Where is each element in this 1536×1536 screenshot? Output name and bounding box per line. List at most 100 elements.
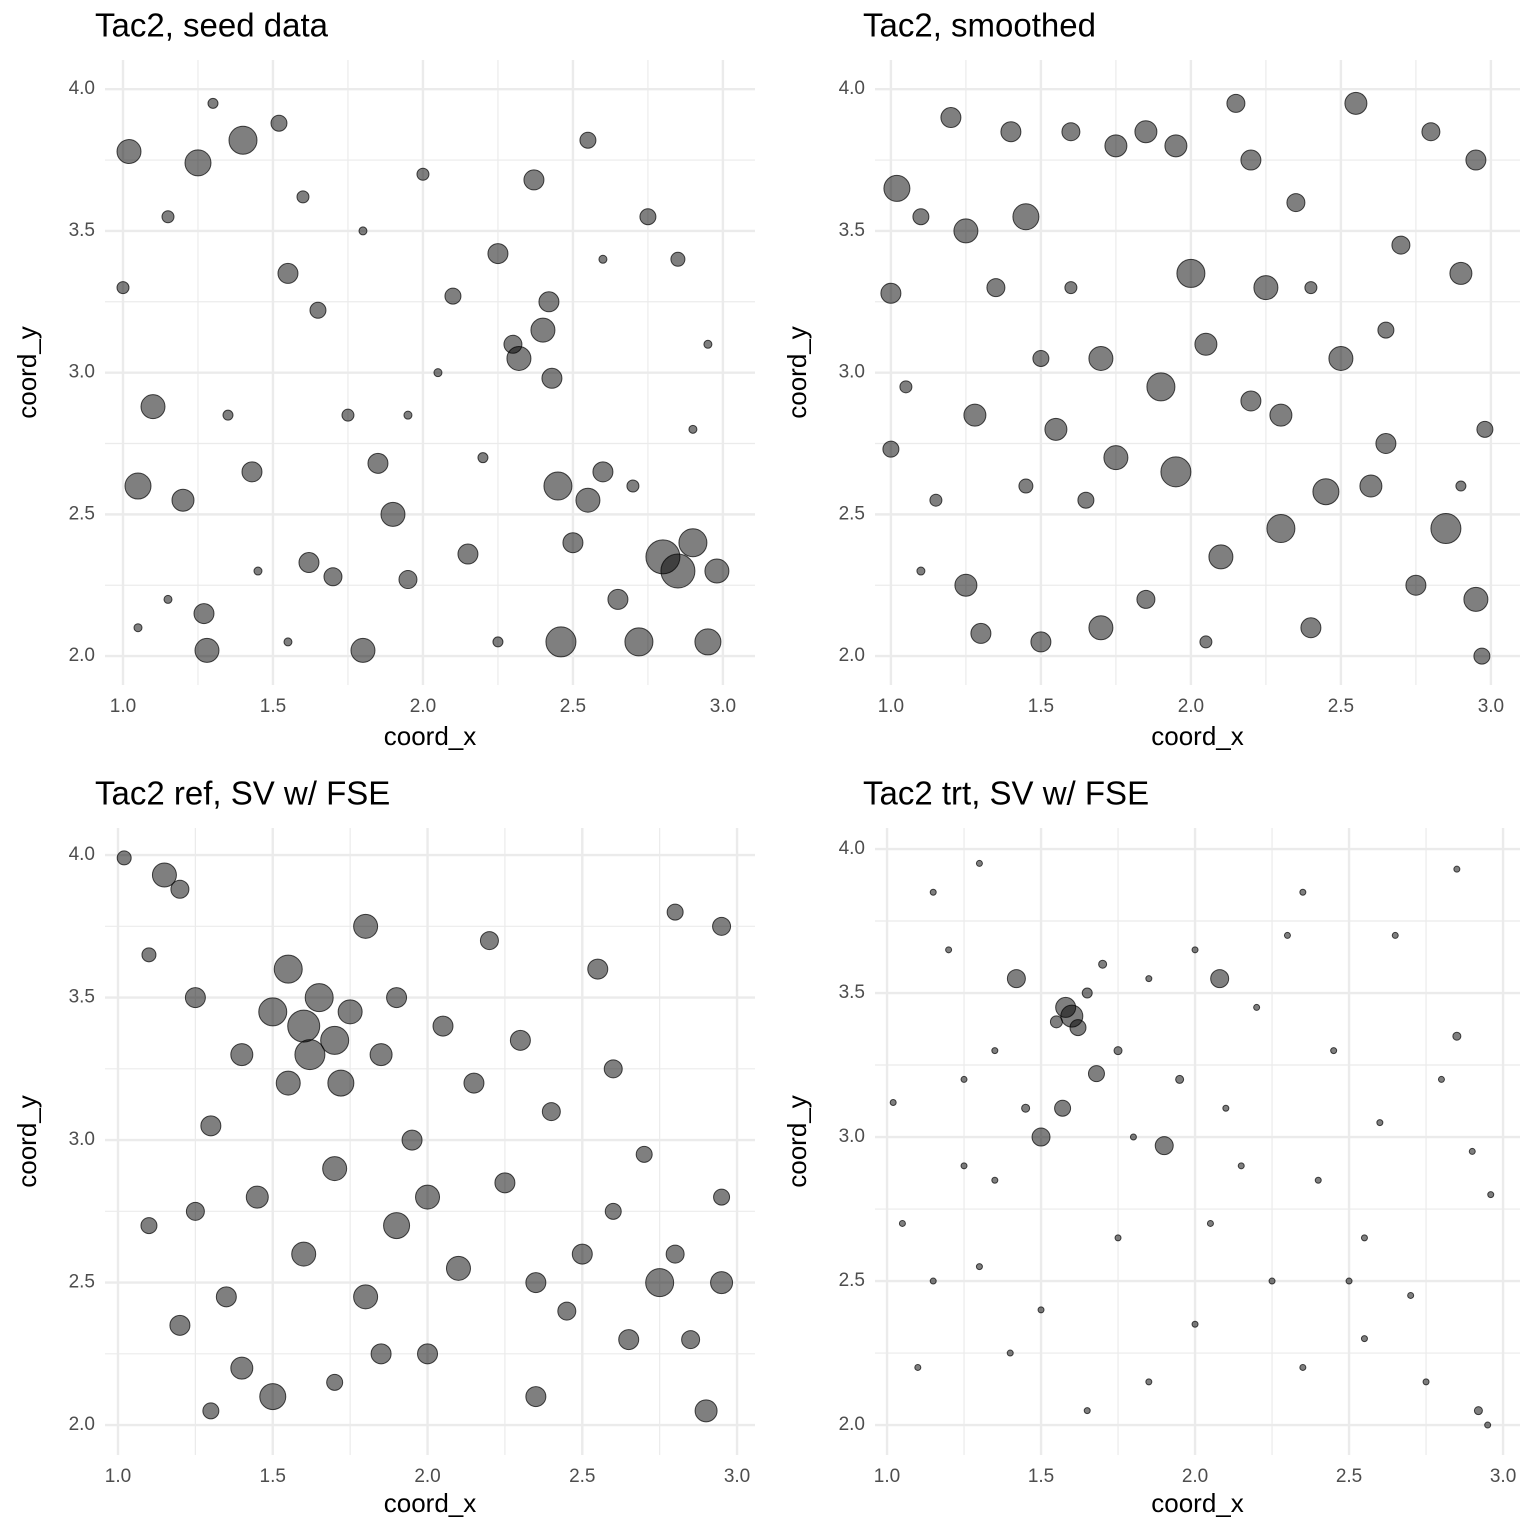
point xyxy=(916,566,926,576)
point xyxy=(1360,1335,1368,1343)
point xyxy=(116,281,130,295)
point xyxy=(571,1243,593,1265)
point xyxy=(1330,1047,1338,1055)
point xyxy=(171,488,195,512)
point xyxy=(1044,417,1068,441)
y-tick-label: 3.5 xyxy=(69,220,95,241)
point xyxy=(477,452,489,464)
point xyxy=(294,1039,326,1071)
point xyxy=(882,440,900,458)
point xyxy=(309,301,327,319)
chart-title: Tac2, smoothed xyxy=(863,7,1096,44)
point xyxy=(1226,93,1246,113)
panel: 1.0 1.5 2.0 2.5 3.0 2.0 2.5 3.0 3.5 4.0 Tac2, seed… xyxy=(12,7,755,751)
y-tick-label: 2.5 xyxy=(69,503,95,524)
point xyxy=(416,167,430,181)
point xyxy=(1083,1407,1091,1415)
point xyxy=(703,339,713,349)
point xyxy=(1006,1349,1014,1357)
x-tick-label: 2.0 xyxy=(414,1466,440,1487)
point xyxy=(626,479,640,493)
chart-title: Tac2 ref, SV w/ FSE xyxy=(95,775,390,812)
point xyxy=(116,850,132,866)
y-tick-label: 3.0 xyxy=(839,362,865,383)
point xyxy=(487,243,509,265)
y-tick-label: 4.0 xyxy=(839,838,865,859)
point xyxy=(494,1172,516,1194)
point xyxy=(202,1402,220,1420)
point xyxy=(1328,345,1354,371)
point xyxy=(1021,1103,1031,1113)
point xyxy=(1455,480,1467,492)
point xyxy=(1103,445,1129,471)
point xyxy=(665,1244,685,1264)
point xyxy=(298,552,320,574)
point xyxy=(287,1009,321,1043)
point xyxy=(1237,1162,1245,1170)
point xyxy=(401,1129,423,1151)
point xyxy=(1266,514,1296,544)
point xyxy=(1175,1074,1185,1084)
point xyxy=(1088,345,1114,371)
point xyxy=(912,208,930,226)
point xyxy=(445,1255,471,1281)
point xyxy=(545,626,577,658)
point xyxy=(1077,491,1095,509)
point xyxy=(986,278,1006,298)
point xyxy=(1473,647,1491,665)
point xyxy=(1476,420,1494,438)
point xyxy=(296,190,310,204)
point xyxy=(350,637,376,663)
point xyxy=(1283,931,1291,939)
x-tick-label: 1.0 xyxy=(878,696,904,717)
point xyxy=(327,1069,355,1097)
point xyxy=(1405,574,1427,596)
point xyxy=(603,1059,623,1079)
point xyxy=(670,251,686,267)
point xyxy=(575,487,601,513)
point xyxy=(277,262,299,284)
x-tick-label: 2.5 xyxy=(569,1466,595,1487)
point xyxy=(403,410,413,420)
point xyxy=(604,1202,622,1220)
x-axis-label: coord_x xyxy=(1151,721,1244,751)
point xyxy=(1069,1019,1087,1037)
point xyxy=(1064,281,1078,295)
point xyxy=(151,862,177,888)
point xyxy=(383,1212,411,1240)
point xyxy=(883,174,911,202)
point xyxy=(133,623,143,633)
x-tick-label: 3.0 xyxy=(710,696,736,717)
chart-title: Tac2, seed data xyxy=(95,7,329,44)
point xyxy=(170,879,190,899)
x-tick-label: 3.0 xyxy=(724,1466,750,1487)
point xyxy=(1391,931,1399,939)
y-tick-label: 2.5 xyxy=(69,1272,95,1293)
point xyxy=(200,1115,222,1137)
point xyxy=(1453,865,1461,873)
point xyxy=(975,1263,983,1271)
point xyxy=(1300,617,1322,639)
point xyxy=(207,97,219,109)
point xyxy=(1359,474,1383,498)
point xyxy=(1286,193,1306,213)
chart-title: Tac2 trt, SV w/ FSE xyxy=(863,775,1149,812)
point xyxy=(185,1201,205,1221)
point xyxy=(660,553,696,589)
point xyxy=(1191,946,1199,954)
point xyxy=(991,1176,999,1184)
point xyxy=(889,1098,897,1106)
x-tick-label: 3.0 xyxy=(1490,1466,1516,1487)
x-tick-label: 1.5 xyxy=(260,1466,286,1487)
y-tick-label: 3.5 xyxy=(69,987,95,1008)
point xyxy=(541,1102,561,1122)
panel: 1.0 1.5 2.0 2.5 3.0 2.0 2.5 3.0 3.5 4.0 Tac2 ref, … xyxy=(12,775,755,1518)
point xyxy=(353,1284,379,1310)
point xyxy=(694,628,722,656)
point xyxy=(479,931,499,951)
point xyxy=(320,1025,350,1055)
point xyxy=(898,1219,906,1227)
point xyxy=(914,1363,922,1371)
point xyxy=(618,1329,640,1351)
point xyxy=(1222,1104,1230,1112)
